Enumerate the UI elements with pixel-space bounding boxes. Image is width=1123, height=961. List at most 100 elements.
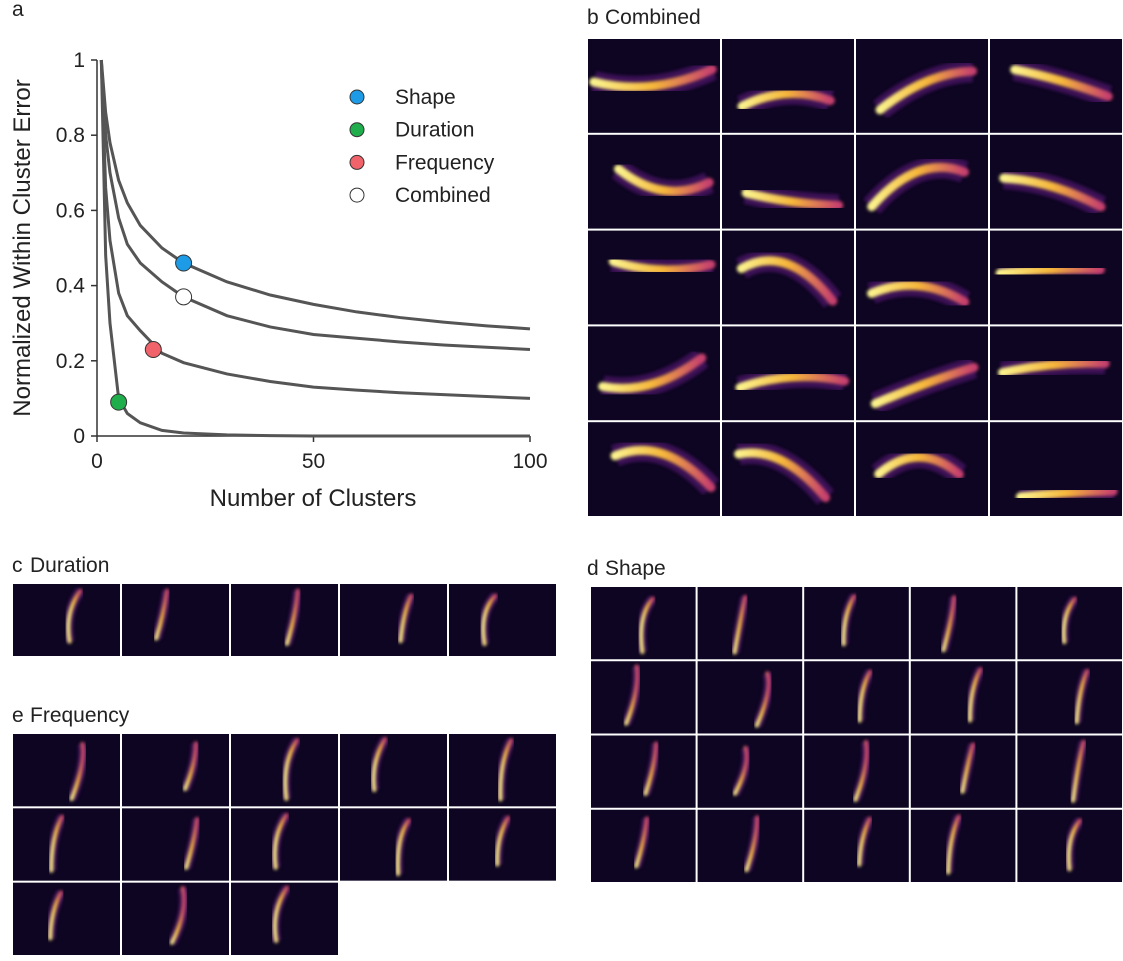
panel-label: e <box>12 704 24 727</box>
spectrogram-thumbnail <box>722 326 854 420</box>
spectrogram-thumbnail <box>856 135 988 229</box>
thumbnail-bg <box>340 734 447 806</box>
thumbnail-content <box>1000 269 1100 273</box>
spectrogram-thumbnail <box>722 135 854 229</box>
legend-marker <box>350 188 364 202</box>
thumbnail-bg <box>122 734 229 806</box>
thumbnail-content <box>740 377 845 388</box>
thumbnail-content <box>742 94 830 107</box>
panel-title: Duration <box>30 554 109 577</box>
spectrogram-thumbnail <box>231 883 338 955</box>
spectrogram-thumbnail <box>990 135 1122 229</box>
panel-title: Combined <box>605 6 701 29</box>
legend-marker <box>350 123 364 137</box>
figure: a Number of Clusters Normalized Within C… <box>0 0 1123 956</box>
spectrogram-thumbnail <box>588 135 720 229</box>
spectrogram-thumbnail <box>591 587 696 659</box>
spectrogram-thumbnail <box>591 661 696 733</box>
spectrogram-thumbnail <box>1017 810 1122 882</box>
spectrogram-thumbnail <box>588 326 720 420</box>
legend-label: Combined <box>395 184 491 207</box>
spectrogram-thumbnail <box>449 808 556 880</box>
spectrogram-thumbnail <box>990 422 1122 516</box>
spectrogram-thumbnail <box>698 736 803 808</box>
y-tick-label: 0.6 <box>56 199 85 222</box>
spectrogram-thumbnail <box>13 883 120 955</box>
curve <box>101 60 530 436</box>
spectrogram-thumbnail <box>122 883 229 955</box>
spectrogram-thumbnail <box>122 808 229 880</box>
thumbnail-bg <box>122 584 229 656</box>
panel-label: b <box>587 6 599 29</box>
y-tick-label: 0.2 <box>56 350 85 373</box>
x-tick-label: 100 <box>512 450 547 473</box>
spectrogram-thumbnail <box>722 231 854 325</box>
spectrogram-thumbnail <box>449 734 556 806</box>
spectrogram-thumbnail <box>13 808 120 880</box>
spectrogram-thumbnail <box>1017 736 1122 808</box>
spectrogram-thumbnail <box>13 584 120 656</box>
thumbnail-bg <box>122 808 229 880</box>
thumbnail-bg <box>911 661 1016 733</box>
spectrogram-thumbnail <box>591 810 696 882</box>
spectrogram-thumbnail <box>804 736 909 808</box>
y-tick-label: 0.4 <box>56 275 86 298</box>
legend-label: Duration <box>395 119 474 142</box>
x-axis-label: Number of Clusters <box>210 485 417 512</box>
x-tick-label: 0 <box>91 450 103 473</box>
spectrogram-thumbnail <box>588 422 720 516</box>
spectrogram-thumbnail <box>990 326 1122 420</box>
marker <box>145 342 161 358</box>
thumbnail-bg <box>911 810 1016 882</box>
marker <box>111 394 127 410</box>
legend-marker <box>350 90 364 104</box>
spectrogram-thumbnail <box>911 661 1016 733</box>
thumbnail-bg <box>698 661 803 733</box>
panel-label: a <box>12 0 24 21</box>
thumbnail-content <box>746 193 839 205</box>
spectrogram-thumbnail <box>1017 587 1122 659</box>
spectrogram-thumbnail <box>122 584 229 656</box>
legend-label: Shape <box>395 86 456 109</box>
thumbnail-bg <box>231 584 338 656</box>
spectrogram-thumbnail <box>588 231 720 325</box>
spectrogram-thumbnail <box>340 808 447 880</box>
thumbnail-bg <box>449 584 556 656</box>
panel-title: Frequency <box>30 704 130 727</box>
spectrogram-thumbnail <box>588 39 720 133</box>
spectrogram-thumbnail <box>698 661 803 733</box>
thumbnail-bg <box>698 736 803 808</box>
thumbnail-bg <box>698 587 803 659</box>
spectrogram-thumbnail <box>591 736 696 808</box>
spectrogram-thumbnail <box>122 734 229 806</box>
spectrogram-thumbnail <box>698 810 803 882</box>
thumbnail-bg <box>13 734 120 806</box>
spectrogram-thumbnail <box>804 810 909 882</box>
thumbnail-bg <box>591 736 696 808</box>
thumbnail-bg <box>722 231 854 325</box>
spectrogram-thumbnail <box>340 584 447 656</box>
panel-label: d <box>587 557 599 580</box>
thumbnail-bg <box>340 584 447 656</box>
spectrogram-thumbnail <box>13 734 120 806</box>
thumbnail-bg <box>13 883 120 955</box>
spectrogram-thumbnail <box>231 584 338 656</box>
panel-label: c <box>12 554 23 577</box>
spectrogram-thumbnail <box>856 422 988 516</box>
spectrogram-thumbnail <box>722 39 854 133</box>
spectrogram-thumbnail <box>231 808 338 880</box>
thumbnail-content <box>613 261 711 270</box>
spectrogram-thumbnail <box>231 734 338 806</box>
spectrogram-thumbnail <box>449 584 556 656</box>
x-tick-label: 50 <box>302 450 325 473</box>
spectrogram-thumbnail <box>340 734 447 806</box>
y-tick-label: 1 <box>73 49 85 72</box>
spectrogram-thumbnail <box>911 587 1016 659</box>
spectrogram-thumbnail <box>856 39 988 133</box>
spectrogram-thumbnail <box>804 661 909 733</box>
spectrogram-thumbnail <box>698 587 803 659</box>
y-tick-label: 0 <box>73 425 85 448</box>
spectrogram-thumbnail <box>911 736 1016 808</box>
spectrogram-thumbnail <box>911 810 1016 882</box>
spectrogram-thumbnail <box>804 587 909 659</box>
